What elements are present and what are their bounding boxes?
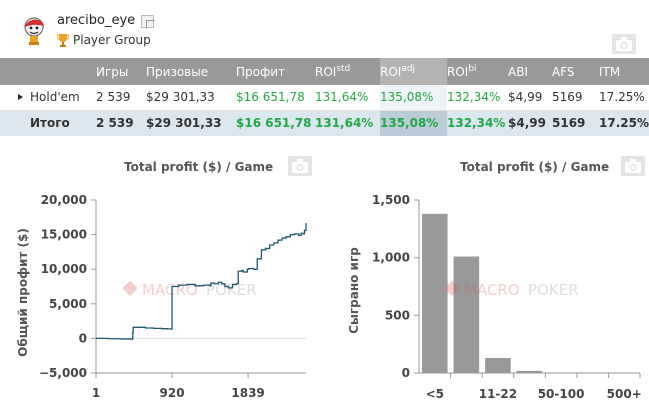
header-roi-bi-sup: bi bbox=[468, 64, 477, 74]
line-chart-title: Total profit ($) / Game bbox=[124, 160, 274, 174]
bar-22-50 bbox=[516, 370, 543, 373]
bar-<5 bbox=[422, 213, 448, 373]
x-tick-label: 1 bbox=[92, 386, 100, 400]
watermark-diamond bbox=[122, 280, 138, 297]
header-roi-bi-label: ROI bbox=[447, 65, 469, 79]
row-name: Итого bbox=[0, 110, 96, 136]
camera-icon[interactable] bbox=[612, 34, 636, 54]
x-tick-label: 11-22 bbox=[479, 387, 517, 401]
y-tick-label: 20,000 bbox=[41, 193, 87, 207]
header-spacer bbox=[0, 58, 96, 85]
triangle-right-icon[interactable] bbox=[18, 94, 23, 101]
row-name: Hold'em bbox=[30, 90, 80, 105]
y-tick-label: 15,000 bbox=[41, 228, 87, 242]
player-group-label: Player Group bbox=[73, 33, 151, 47]
header-profit[interactable]: Профит bbox=[236, 58, 315, 85]
cell-itm: 17.25% bbox=[599, 110, 649, 136]
cell-roi-bi: 132,34% bbox=[447, 110, 508, 136]
table-row-total: Итого 2 539 $29 301,33 $16 651,78 131,64… bbox=[0, 110, 649, 136]
y-tick-label: 5,000 bbox=[49, 297, 87, 311]
cell-roi-std: 131,64% bbox=[315, 110, 380, 136]
macropoker-watermark: MACRO POKER bbox=[444, 280, 579, 299]
watermark-macro: MACRO bbox=[464, 281, 520, 299]
cell-prize: $29 301,33 bbox=[146, 85, 236, 111]
y-tick-label: 0 bbox=[402, 366, 410, 380]
bar-11-22 bbox=[485, 358, 511, 373]
cell-profit: $16 651,78 bbox=[236, 85, 315, 111]
header-roi-std-label: ROI bbox=[315, 65, 337, 79]
x-tick-label: 920 bbox=[160, 386, 185, 400]
watermark-poker: POKER bbox=[528, 281, 579, 299]
trophy-icon bbox=[57, 34, 69, 47]
y-tick-label: −5,000 bbox=[39, 366, 87, 380]
username[interactable]: arecibo_eye bbox=[57, 13, 136, 28]
x-tick-label: <5 bbox=[426, 387, 444, 401]
x-tick-label: 500+ bbox=[607, 387, 642, 401]
cell-roi-adj: 135,08% bbox=[380, 85, 447, 111]
cell-abi: $4,99 bbox=[508, 85, 552, 111]
stats-table: Игры Призовые Профит ROIstd ROIadj ROIbi… bbox=[0, 58, 649, 136]
cell-profit: $16 651,78 bbox=[236, 110, 315, 136]
cell-roi-bi: 132,34% bbox=[447, 85, 508, 111]
header-afs[interactable]: AFS bbox=[552, 58, 599, 85]
header-abi[interactable]: ABI bbox=[508, 58, 552, 85]
profit-series-line bbox=[96, 223, 307, 340]
cell-abi: $4,99 bbox=[508, 110, 552, 136]
bar-5-11 bbox=[453, 256, 480, 373]
header-games[interactable]: Игры bbox=[96, 58, 146, 85]
header-roi-adj-label: ROI bbox=[380, 65, 402, 79]
y-tick-label: 500 bbox=[385, 308, 410, 322]
y-axis-label: Общий профит ($) bbox=[16, 228, 30, 357]
y-tick-label: 1,000 bbox=[372, 251, 410, 265]
line-chart: −5,000 0 5,000 10,000 15,000 20,000 1 920 1839 Об… bbox=[16, 193, 307, 400]
header-roi-std-sup: std bbox=[336, 64, 351, 74]
y-tick-label: 10,000 bbox=[41, 262, 87, 276]
watermark-poker: POKER bbox=[206, 281, 257, 299]
cell-afs: 5169 bbox=[552, 85, 599, 111]
header-roi-adj[interactable]: ROIadj bbox=[380, 58, 447, 85]
row-name-cell[interactable]: Hold'em bbox=[0, 85, 96, 111]
x-tick-label: 1839 bbox=[231, 386, 264, 400]
cell-roi-std: 131,64% bbox=[315, 85, 380, 111]
header-roi-std[interactable]: ROIstd bbox=[315, 58, 380, 85]
header-prize[interactable]: Призовые bbox=[146, 58, 236, 85]
header-roi-adj-sup: adj bbox=[401, 64, 416, 74]
header-itm[interactable]: ITM bbox=[599, 58, 649, 85]
camera-icon[interactable] bbox=[621, 156, 645, 176]
cell-games: 2 539 bbox=[96, 110, 146, 136]
header-roi-bi[interactable]: ROIbi bbox=[447, 58, 508, 85]
cell-roi-adj: 135,08% bbox=[380, 110, 447, 136]
copy-icon[interactable] bbox=[141, 15, 155, 29]
red-cap-avatar-icon bbox=[24, 17, 44, 45]
watermark-macro: MACRO bbox=[142, 281, 198, 299]
table-row-holdem[interactable]: Hold'em 2 539 $29 301,33 $16 651,78 131,… bbox=[0, 85, 649, 111]
camera-icon[interactable] bbox=[288, 156, 312, 176]
cell-itm: 17.25% bbox=[599, 85, 649, 111]
bar-chart: 0 500 1,000 1,500 Сыграно игр <5 11-22 50-100 50… bbox=[347, 193, 642, 401]
cell-prize: $29 301,33 bbox=[146, 110, 236, 136]
table-header-row: Игры Призовые Профит ROIstd ROIadj ROIbi… bbox=[0, 58, 649, 85]
bar-chart-title: Total profit ($) / Game bbox=[460, 160, 610, 174]
y-tick-label: 0 bbox=[79, 331, 87, 345]
cell-afs: 5169 bbox=[552, 110, 599, 136]
y-tick-label: 1,500 bbox=[372, 193, 410, 207]
cell-games: 2 539 bbox=[96, 85, 146, 111]
x-tick-label: 50-100 bbox=[538, 387, 585, 401]
y-axis-label: Сыграно игр bbox=[347, 247, 361, 334]
